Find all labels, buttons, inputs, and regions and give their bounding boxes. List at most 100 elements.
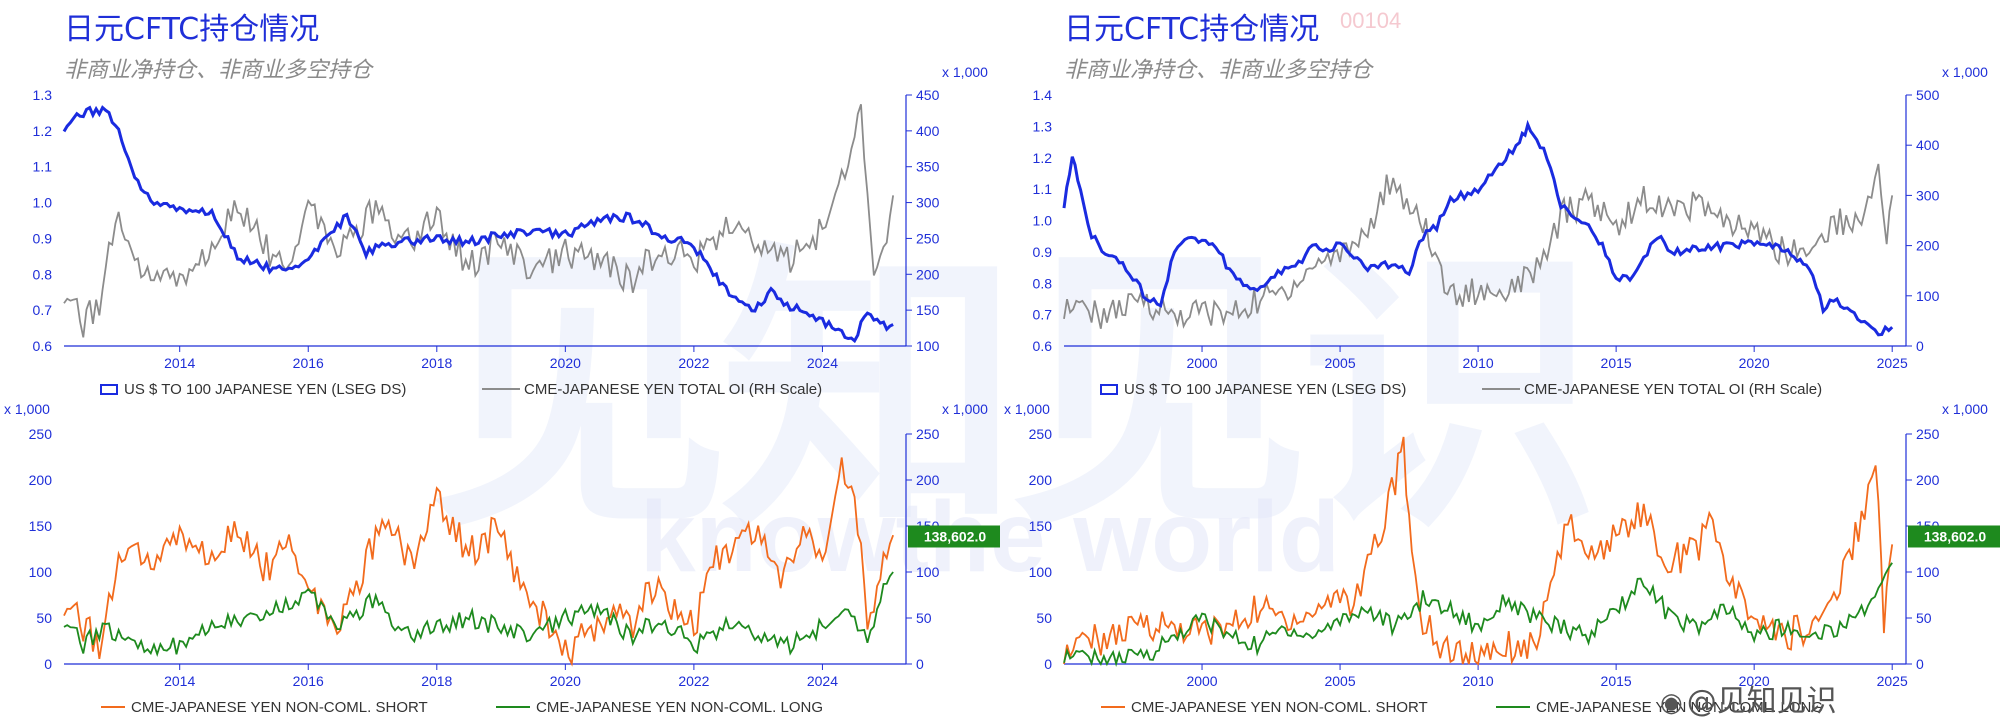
- page-title: 日元CFTC持仓情况: [1064, 12, 1320, 47]
- right-tick-label: 250: [916, 230, 940, 246]
- left-tick-label: 0.8: [33, 266, 53, 282]
- left-tick-label: 100: [29, 564, 53, 580]
- series-line-usdjpy: [62, 105, 894, 344]
- series-line-short: [63, 457, 894, 667]
- x-tick-label: 2010: [1463, 673, 1494, 689]
- right-tick-label: 50: [916, 610, 932, 626]
- x-tick-label: 2014: [164, 355, 195, 371]
- legend-label-long: CME-JAPANESE YEN NON-COML. LONG: [536, 699, 823, 716]
- right-tick-label: 450: [916, 87, 940, 103]
- right-tick-label: 0: [1916, 338, 1924, 354]
- x-tick-label: 2000: [1186, 673, 1217, 689]
- right-tick-label: 400: [916, 123, 940, 139]
- right-tick-label: 200: [1916, 472, 1940, 488]
- x-tick-label: 2020: [550, 355, 581, 371]
- series-line-long: [1063, 562, 1893, 668]
- right-axis-unit-label: x 1,000: [1942, 401, 1988, 417]
- last-value-badge: [908, 525, 1000, 548]
- right-tick-label: 100: [1916, 564, 1940, 580]
- page-subtitle: 非商业净持仓、非商业多空持仓: [64, 58, 373, 83]
- left-tick-label: 150: [29, 518, 53, 534]
- weibo-label: @见知见识: [1686, 684, 1837, 719]
- left-tick-label: 50: [1036, 610, 1052, 626]
- legend-label-short: CME-JAPANESE YEN NON-COML. SHORT: [1131, 699, 1428, 716]
- left-tick-label: 1.0: [1033, 213, 1053, 229]
- legend-swatch-usdjpy: [100, 384, 118, 395]
- right-tick-label: 350: [916, 159, 940, 175]
- right-axis-unit-label: x 1,000: [1942, 64, 1988, 80]
- x-tick-label: 2020: [1739, 673, 1770, 689]
- x-tick-label: 2016: [293, 355, 324, 371]
- last-value-badge: [1908, 525, 2000, 548]
- right-tick-label: 150: [916, 302, 940, 318]
- left-tick-label: 1.4: [1033, 87, 1053, 103]
- last-value-badge-label: 138,602.0: [1924, 528, 1986, 544]
- left-tick-label: 100: [1029, 564, 1053, 580]
- right-chart-panel: 日元CFTC持仓情况 非商业净持仓、非商业多空持仓 0.6 0.7 0.8 0.9 1.…: [1000, 0, 2000, 725]
- left-tick-label: 1.3: [1033, 118, 1053, 134]
- left-tick-label: 1.2: [33, 123, 53, 139]
- legend-label-usdjpy: US $ TO 100 JAPANESE YEN (LSEG DS): [1124, 381, 1406, 398]
- left-tick-label: 1.0: [33, 195, 53, 211]
- x-tick-label: 2015: [1601, 673, 1632, 689]
- x-tick-label: 2014: [164, 673, 195, 689]
- x-tick-label: 2000: [1186, 355, 1217, 371]
- right-tick-label: 400: [1916, 137, 1940, 153]
- series-line-total-oi: [1063, 163, 1894, 329]
- x-tick-label: 2005: [1324, 355, 1355, 371]
- left-tick-label: 250: [1029, 426, 1053, 442]
- left-tick-label: 1.1: [33, 159, 53, 175]
- x-tick-label: 2025: [1877, 673, 1908, 689]
- right-tick-label: 100: [916, 564, 940, 580]
- x-tick-label: 2022: [678, 355, 709, 371]
- left-axis-unit-label: x 1,000: [1004, 401, 1050, 417]
- right-axis-unit-label: x 1,000: [942, 401, 988, 417]
- x-tick-label: 2024: [807, 673, 838, 689]
- left-tick-label: 0.6: [33, 338, 53, 354]
- left-tick-label: 50: [36, 610, 52, 626]
- left-tick-label: 200: [29, 472, 53, 488]
- right-tick-label: 100: [1916, 288, 1940, 304]
- left-tick-label: 0: [44, 656, 52, 672]
- left-tick-label: 1.1: [1033, 181, 1053, 197]
- legend-label-usdjpy: US $ TO 100 JAPANESE YEN (LSEG DS): [124, 381, 406, 398]
- x-tick-label: 2010: [1463, 355, 1494, 371]
- left-tick-label: 0.9: [1033, 244, 1053, 260]
- left-axis-unit-label: x 1,000: [4, 401, 50, 417]
- x-tick-label: 2020: [550, 673, 581, 689]
- series-line-short: [1063, 436, 1894, 666]
- right-tick-label: 0: [1916, 656, 1924, 672]
- x-tick-label: 2020: [1739, 355, 1770, 371]
- x-tick-label: 2018: [421, 673, 452, 689]
- right-tick-label: 0: [916, 656, 924, 672]
- x-tick-label: 2005: [1324, 673, 1355, 689]
- x-tick-label: 2015: [1601, 355, 1632, 371]
- left-tick-label: 0.9: [33, 230, 53, 246]
- right-tick-label: 250: [916, 426, 940, 442]
- left-tick-label: 1.2: [1033, 150, 1053, 166]
- legend-label-oi: CME-JAPANESE YEN TOTAL OI (RH Scale): [524, 381, 822, 398]
- legend-label-oi: CME-JAPANESE YEN TOTAL OI (RH Scale): [1524, 381, 1822, 398]
- left-tick-label: 200: [1029, 472, 1053, 488]
- page-subtitle: 非商业净持仓、非商业多空持仓: [1064, 58, 1373, 83]
- right-tick-label: 200: [916, 472, 940, 488]
- series-line-usdjpy: [1062, 119, 1894, 337]
- x-tick-label: 2024: [807, 355, 838, 371]
- right-tick-label: 50: [1916, 610, 1932, 626]
- left-tick-label: 0.6: [1033, 338, 1053, 354]
- page-title: 日元CFTC持仓情况: [64, 12, 320, 47]
- right-tick-label: 250: [1916, 426, 1940, 442]
- weibo-icon: ◉: [1660, 688, 1683, 718]
- left-tick-label: 1.3: [33, 87, 53, 103]
- right-tick-label: 100: [916, 338, 940, 354]
- x-tick-label: 2025: [1877, 355, 1908, 371]
- left-tick-label: 0: [1044, 656, 1052, 672]
- left-tick-label: 150: [1029, 518, 1053, 534]
- series-line-long: [63, 571, 894, 658]
- faint-watermark-id: 00104: [1340, 8, 1402, 33]
- series-line-total-oi: [63, 104, 895, 338]
- x-tick-label: 2018: [421, 355, 452, 371]
- left-chart-svg: 0.6 0.7 0.8 0.9 1.0 1.1 1.2 1.3 100 150 200 250 300 3…: [4, 64, 1000, 716]
- right-axis-unit-label: x 1,000: [942, 64, 988, 80]
- right-tick-label: 300: [916, 195, 940, 211]
